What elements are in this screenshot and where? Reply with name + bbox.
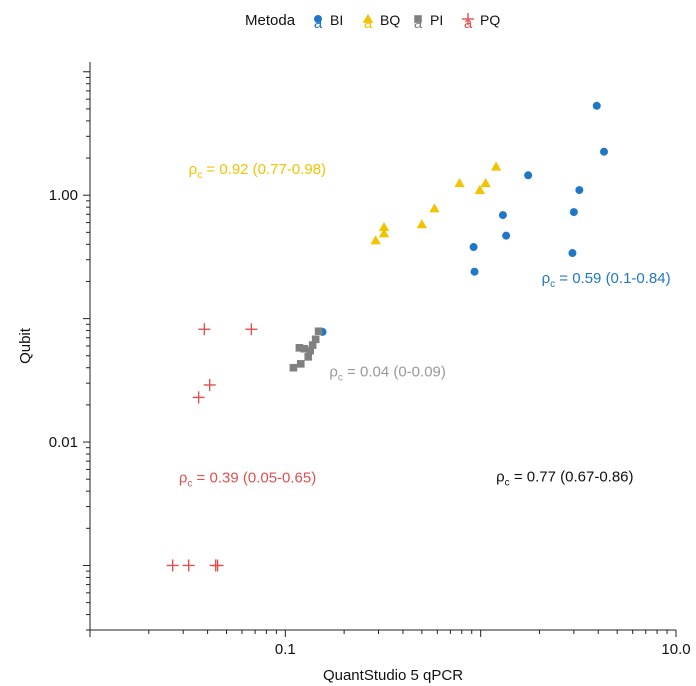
correlation-label: ρc = 0.59 (0.1-0.84) [542,270,671,290]
legend-label: BI [330,12,343,28]
legend-item-PI: a PI [414,12,443,32]
data-point [370,235,381,245]
data-point [192,391,205,404]
data-point [429,203,440,213]
data-point [470,267,479,276]
legend-glyph-letter: a [414,15,423,32]
legend-glyph-letter: a [314,15,323,32]
x-tick-label: 0.1 [275,641,296,658]
legend-marker [314,15,322,23]
data-point [575,186,584,195]
legend-title: Metoda [245,12,296,29]
legend-marker [462,13,474,25]
legend-label: PI [430,12,443,28]
data-point [203,378,216,391]
data-point [454,178,465,188]
data-point [304,353,313,361]
series-PI [289,327,323,372]
data-point [498,211,507,220]
data-point [600,147,609,156]
legend-marker [362,13,374,23]
correlation-label: ρc = 0.77 (0.67-0.86) [496,468,633,488]
data-point [416,219,428,229]
data-point [592,101,601,110]
data-point [311,335,320,344]
y-axis-label: Qubit [17,327,34,364]
legend-label: BQ [380,12,400,28]
data-point [502,231,511,240]
data-marks [166,101,609,572]
series-BI [318,101,609,336]
data-point [211,559,224,572]
data-point [524,171,533,180]
legend-glyph-letter: a [364,15,373,32]
data-point [314,327,323,336]
data-point [569,208,578,217]
data-point [182,559,195,572]
data-point [297,360,305,368]
data-point [300,344,309,353]
legend-item-BQ: a BQ [362,12,400,32]
data-point [490,161,502,171]
axes: 0.1 10.0 0.01 1.00 QuantStudio 5 qPCR Qubit [17,62,691,684]
data-point [378,228,390,238]
data-point [474,184,486,194]
correlation-label: ρc = 0.04 (0-0.09) [329,363,446,383]
data-point [378,222,390,232]
correlation-label: ρc = 0.39 (0.05-0.65) [179,470,316,490]
correlation-label: ρc = 0.92 (0.77-0.98) [189,161,326,181]
data-point [166,559,179,572]
y-tick-label: 1.00 [49,187,78,204]
annotations: ρc = 0.92 (0.77-0.98) ρc = 0.59 (0.1-0.84… [179,161,671,489]
data-point [289,363,298,372]
data-point [308,341,317,349]
data-point [306,346,314,355]
x-axis-label: QuantStudio 5 qPCR [323,667,463,684]
y-tick-label: 0.01 [49,434,78,451]
legend-marker [414,15,422,23]
data-point [198,323,211,336]
data-point [480,178,491,188]
x-tick-label: 10.0 [661,641,690,658]
data-point [295,344,304,352]
series-PQ [166,323,258,572]
series-BQ [370,161,502,245]
legend-item-BI: a BI [314,12,343,32]
legend: Metoda a BI a BQ a PI aPQ [245,12,500,32]
data-point [568,249,577,258]
legend-label: PQ [480,12,500,28]
data-point [245,323,258,336]
legend-item-PQ: aPQ [462,12,500,32]
data-point [469,243,478,252]
